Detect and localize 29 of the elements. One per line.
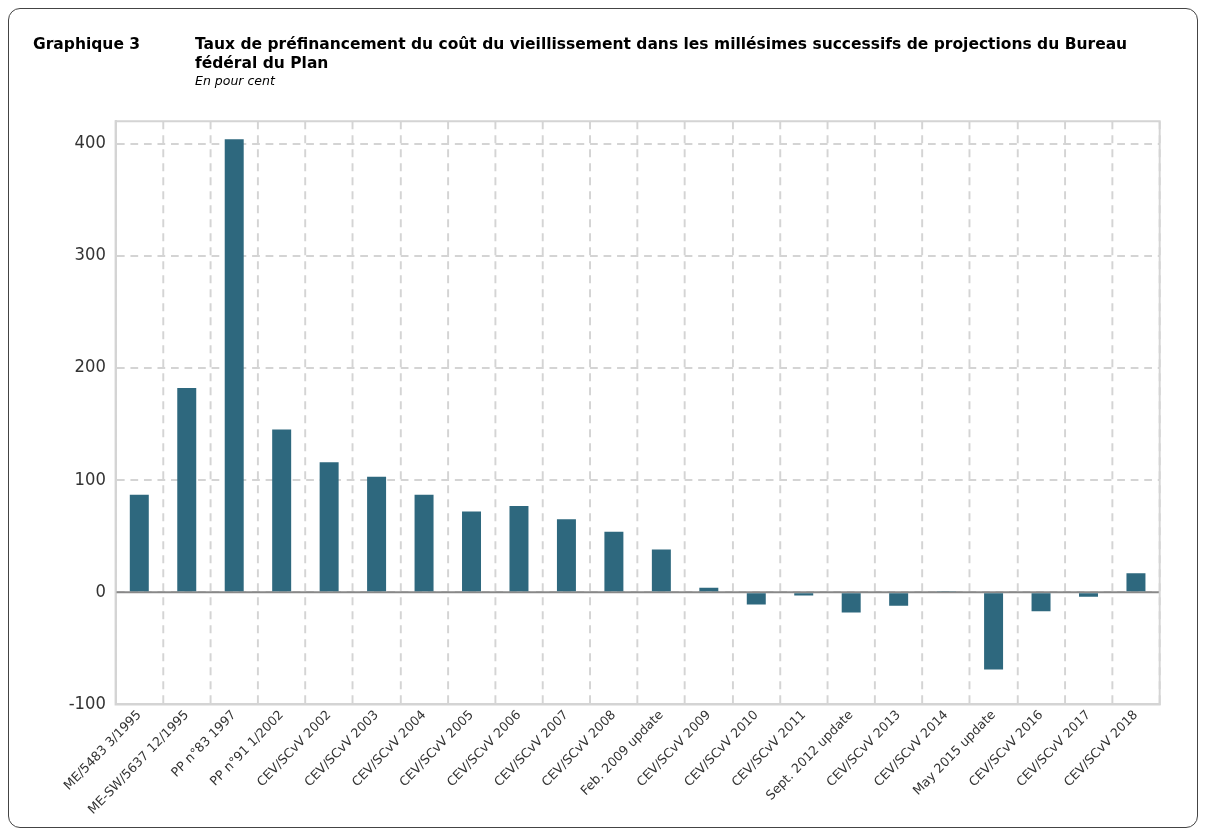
bar (556, 519, 576, 592)
bar (509, 505, 529, 592)
text: Graphique 3 (33, 35, 141, 53)
bar (367, 476, 387, 592)
bar (746, 593, 766, 605)
y-tick-label: 300 (74, 243, 106, 265)
bar (604, 531, 624, 592)
y-tick-label: 100 (74, 468, 106, 489)
bar (462, 511, 482, 592)
chart-subtitle: En pour cent (195, 73, 277, 88)
bar (319, 462, 339, 592)
bar (651, 549, 671, 592)
y-tick-label: 0 (95, 580, 106, 601)
bar (1126, 573, 1146, 592)
bar (841, 593, 861, 613)
bar (129, 494, 149, 592)
y-tick-label: -100 (68, 692, 106, 713)
bar (889, 593, 909, 606)
bar (272, 429, 292, 592)
y-tick-label: 400 (74, 131, 106, 153)
y-tick-label: 200 (74, 356, 106, 377)
bar (224, 139, 244, 592)
chart-title: Taux de préfinancement du coût du vieillissement dans les millésimes successifs de projections du Bureau fédéral du Plan (195, 35, 1129, 73)
bar (1031, 593, 1051, 612)
bar (794, 593, 814, 596)
bar (177, 388, 197, 592)
bar (1079, 593, 1098, 597)
bar (984, 593, 1004, 670)
bar (414, 494, 434, 592)
